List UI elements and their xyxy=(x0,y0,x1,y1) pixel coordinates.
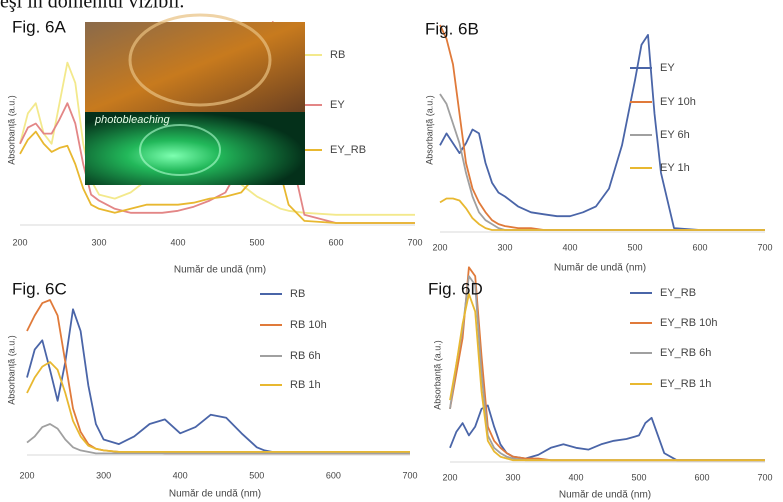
x-tick-label: 200 xyxy=(19,470,34,480)
series-line xyxy=(440,94,765,230)
x-tick-label: 700 xyxy=(407,237,422,247)
chart-title: Fig. 6D xyxy=(428,279,483,298)
x-tick-label: 600 xyxy=(326,470,341,480)
legend-label: EY_RB 6h xyxy=(660,347,711,359)
series-line xyxy=(440,199,765,231)
series-line xyxy=(450,405,765,460)
figure: eşi în domeniul vizibil. 200 300 400 500 600… xyxy=(0,0,783,502)
x-tick-label: 400 xyxy=(170,237,185,247)
x-tick-label: 400 xyxy=(173,470,188,480)
x-tick-label: 200 xyxy=(432,242,447,252)
legend-label: EY xyxy=(330,99,345,111)
photo: photobleaching xyxy=(85,15,305,185)
x-tick-label: 300 xyxy=(505,472,520,482)
x-tick-label: 400 xyxy=(568,472,583,482)
x-tick-label: 500 xyxy=(631,472,646,482)
x-tick-label: 600 xyxy=(692,242,707,252)
legend-label: EY 10h xyxy=(660,96,696,108)
x-tick-label: 300 xyxy=(91,237,106,247)
y-axis-label: Absorbanță (a.u.) xyxy=(6,335,16,405)
x-tick-label: 700 xyxy=(402,470,417,480)
series-line xyxy=(450,276,765,460)
x-axis-label: Număr de undă (nm) xyxy=(554,263,646,274)
y-axis-label: Absorbanță (a.u.) xyxy=(424,95,434,165)
legend-label: EY_RB 1h xyxy=(660,378,711,390)
photo-caption: photobleaching xyxy=(94,114,171,126)
x-tick-label: 700 xyxy=(757,472,772,482)
legend-label: EY_RB xyxy=(330,144,366,156)
header-text: eşi în domeniul vizibil. xyxy=(0,0,184,13)
y-axis-label: Absorbanță (a.u.) xyxy=(432,340,442,410)
series-line xyxy=(440,35,765,230)
x-tick-label: 700 xyxy=(757,242,772,252)
x-axis-label: Număr de undă (nm) xyxy=(174,265,266,276)
legend-label: EY_RB 10h xyxy=(660,317,717,329)
chart-title: Fig. 6B xyxy=(425,19,479,38)
legend-label: RB xyxy=(290,288,305,300)
x-axis-label: Număr de undă (nm) xyxy=(169,489,261,500)
x-tick-label: 200 xyxy=(12,237,27,247)
legend-label: RB 6h xyxy=(290,350,321,362)
photo-top xyxy=(85,22,305,112)
series-line xyxy=(450,267,765,460)
series-line xyxy=(440,25,765,230)
series-line xyxy=(27,309,410,452)
legend-label: EY_RB xyxy=(660,287,696,299)
x-tick-label: 500 xyxy=(249,237,264,247)
y-axis-label: Absorbanță (a.u.) xyxy=(6,95,16,165)
legend-label: EY 1h xyxy=(660,162,690,174)
legend-label: EY 6h xyxy=(660,129,690,141)
x-axis-label: Număr de undă (nm) xyxy=(559,490,651,501)
series-line xyxy=(27,300,410,453)
legend-label: RB xyxy=(330,49,345,61)
x-tick-label: 200 xyxy=(442,472,457,482)
x-tick-label: 500 xyxy=(627,242,642,252)
x-tick-label: 600 xyxy=(328,237,343,247)
x-tick-label: 300 xyxy=(96,470,111,480)
chart-title: Fig. 6C xyxy=(12,279,67,298)
legend-label: RB 10h xyxy=(290,319,327,331)
x-tick-label: 600 xyxy=(694,472,709,482)
x-tick-label: 500 xyxy=(249,470,264,480)
chart-title: Fig. 6A xyxy=(12,17,67,36)
x-tick-label: 300 xyxy=(497,242,512,252)
legend-label: RB 1h xyxy=(290,379,321,391)
x-tick-label: 400 xyxy=(562,242,577,252)
legend-label: EY xyxy=(660,62,675,74)
